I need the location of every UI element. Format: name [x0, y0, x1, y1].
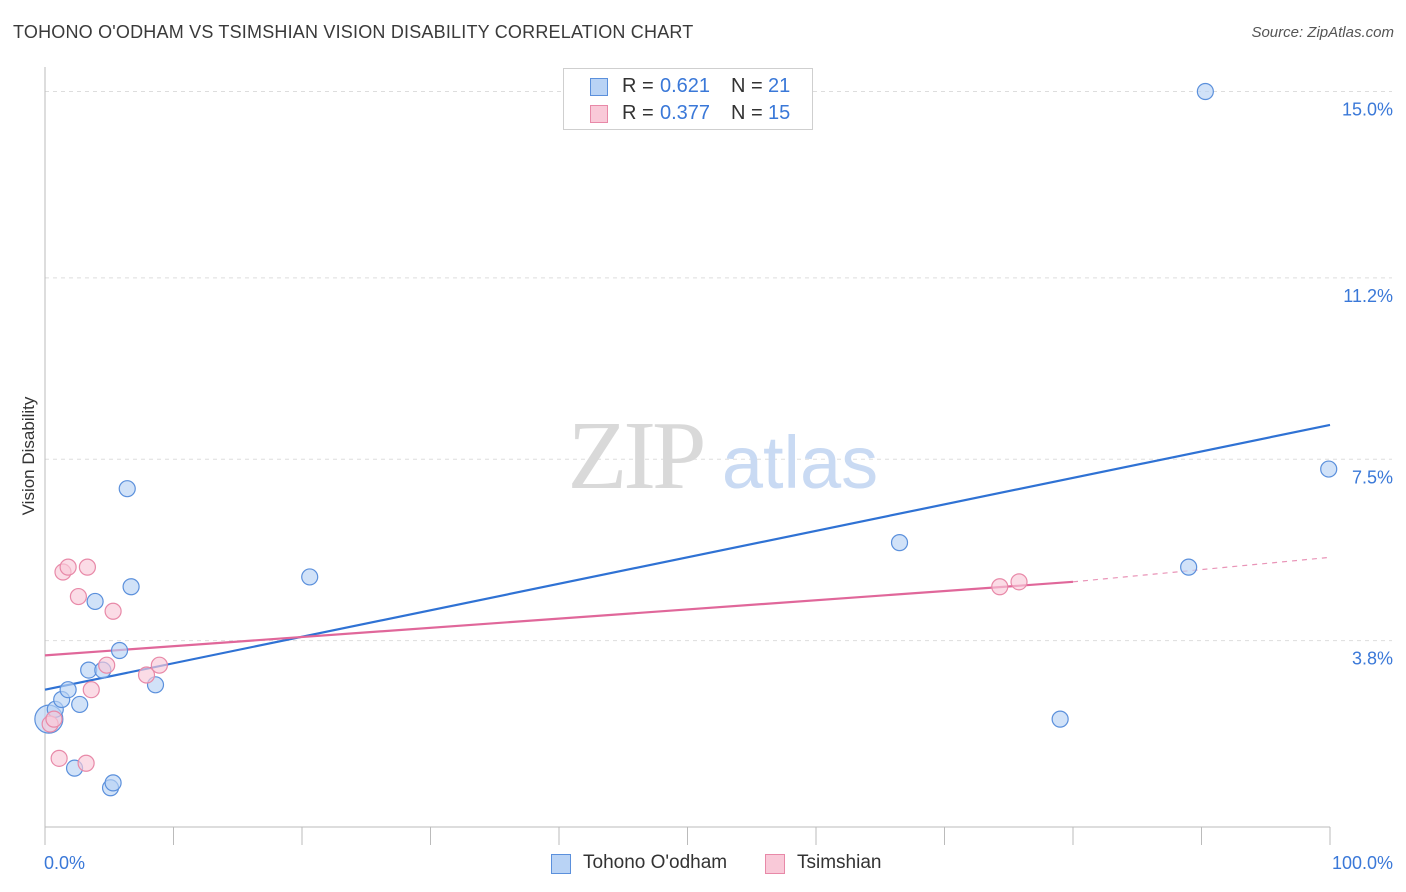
point-tohono: [1196, 82, 1214, 101]
trendline-tsimshian-extension: [1072, 556, 1331, 583]
point-tohono: [1320, 460, 1338, 478]
point-tohono: [122, 578, 140, 596]
point-tsimshian: [98, 656, 116, 674]
legend-label-tohono: Tohono O'odham: [583, 852, 728, 873]
point-tsimshian: [45, 710, 63, 728]
point-tohono: [301, 568, 319, 586]
legend-n-label: N =: [731, 102, 763, 124]
legend-n-value: 21: [768, 75, 791, 97]
point-tsimshian: [150, 656, 168, 674]
legend-swatch-blue: [590, 78, 608, 96]
y-tick-label: 3.8%: [1352, 649, 1393, 669]
point-tohono: [1051, 710, 1069, 728]
trendline-tsimshian: [44, 580, 1074, 657]
point-tohono: [59, 681, 77, 699]
x-tick-label-max: 100.0%: [1332, 853, 1393, 873]
legend-n-label: N =: [731, 75, 763, 97]
data-points: [34, 82, 1338, 797]
point-tsimshian: [104, 602, 122, 620]
point-tsimshian: [59, 558, 77, 576]
point-tsimshian: [137, 666, 156, 684]
correlation-legend: R = 0.621 N = 21 R = 0.377 N = 15: [563, 68, 813, 130]
point-tsimshian: [82, 681, 100, 699]
source-label: Source: ZipAtlas.com: [1251, 24, 1394, 41]
point-tohono: [118, 480, 136, 498]
point-tsimshian: [1010, 573, 1028, 591]
trend-lines: [44, 423, 1331, 691]
legend-swatch-blue: [551, 854, 571, 874]
legend-n-value: 15: [768, 102, 791, 124]
legend-r-value: 0.377: [660, 102, 711, 124]
y-tick-label: 7.5%: [1352, 467, 1393, 487]
legend-r-label: R =: [622, 75, 654, 97]
watermark: ZIP atlas: [568, 402, 879, 510]
legend-swatch-pink: [590, 105, 608, 123]
watermark-atlas: atlas: [722, 421, 878, 504]
point-tohono: [86, 592, 104, 611]
point-tsimshian: [69, 587, 88, 606]
point-tsimshian: [77, 754, 95, 772]
grid-lines: [45, 91, 1392, 642]
point-tohono: [104, 774, 122, 792]
point-tsimshian: [50, 749, 68, 767]
y-tick-label: 15.0%: [1342, 100, 1393, 120]
chart-title: TOHONO O'ODHAM VS TSIMSHIAN VISION DISAB…: [13, 22, 694, 42]
point-tohono: [110, 641, 129, 660]
point-tohono: [71, 695, 89, 714]
y-tick-label: 11.2%: [1343, 286, 1393, 306]
point-tsimshian: [78, 558, 97, 576]
watermark-zip: ZIP: [568, 402, 703, 510]
legend-swatch-pink: [765, 854, 785, 874]
x-tick-label-min: 0.0%: [44, 853, 85, 873]
series-legend: Tohono O'odham Tsimshian: [0, 852, 1406, 878]
point-tohono: [1180, 558, 1198, 576]
legend-label-tsimshian: Tsimshian: [797, 852, 882, 873]
point-tohono: [890, 534, 909, 552]
legend-r-label: R =: [622, 102, 654, 124]
trendline-tohono: [44, 423, 1331, 691]
point-tsimshian: [991, 578, 1009, 596]
legend-r-value: 0.621: [660, 75, 711, 97]
tick-labels: 3.8% 7.5% 11.2% 15.0% 0.0% 100.0%: [44, 100, 1393, 873]
